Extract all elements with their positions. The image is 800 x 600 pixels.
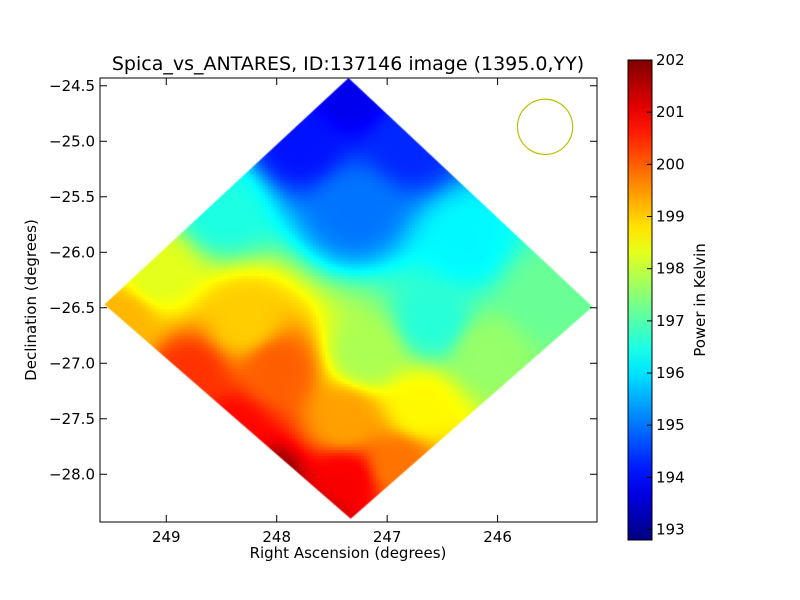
y-axis: −24.5 −25.0 −25.5 −26.0 −26.5 −27.0 −27.5 −28.0 [49, 77, 597, 483]
y-tick-label: −27.0 [49, 354, 95, 372]
x-tick-label: 247 [373, 528, 402, 546]
colorbar-label: Power in Kelvin [691, 243, 709, 357]
colorbar-tick-label: 194 [656, 468, 685, 486]
heatmap-image [100, 78, 597, 522]
x-axis: 249 248 247 246 [152, 78, 512, 546]
x-tick-label: 248 [262, 528, 291, 546]
beam-circle [516, 98, 574, 156]
colorbar-tick-label: 201 [656, 103, 685, 121]
colorbar-tick-label: 193 [656, 521, 685, 539]
y-tick-label: −24.5 [49, 77, 95, 95]
y-axis-label: Declination (degrees) [22, 219, 40, 381]
colorbar-tick-label: 198 [656, 260, 685, 278]
y-tick-label: −25.5 [49, 188, 95, 206]
chart-title: Spica_vs_ANTARES, ID:137146 image (1395.… [112, 53, 584, 75]
colorbar-tick-label: 197 [656, 312, 685, 330]
axes-frame [99, 77, 598, 523]
colorbar-tick-label: 199 [656, 208, 685, 226]
colorbar-axis: 193 194 195 196 197 198 199 200 201 202 [647, 51, 685, 539]
colorbar [627, 59, 653, 541]
colorbar-tick-label: 202 [656, 51, 685, 69]
colorbar-tick-label: 195 [656, 416, 685, 434]
y-tick-label: −25.0 [49, 132, 95, 150]
y-tick-label: −26.5 [49, 299, 95, 317]
y-tick-label: −26.0 [49, 243, 95, 261]
colorbar-tick-label: 200 [656, 155, 685, 173]
x-tick-label: 249 [152, 528, 181, 546]
x-axis-label: Right Ascension (degrees) [250, 544, 447, 562]
y-tick-label: −27.5 [49, 410, 95, 428]
x-tick-label: 246 [483, 528, 512, 546]
colorbar-tick-label: 196 [656, 364, 685, 382]
y-tick-label: −28.0 [49, 465, 95, 483]
